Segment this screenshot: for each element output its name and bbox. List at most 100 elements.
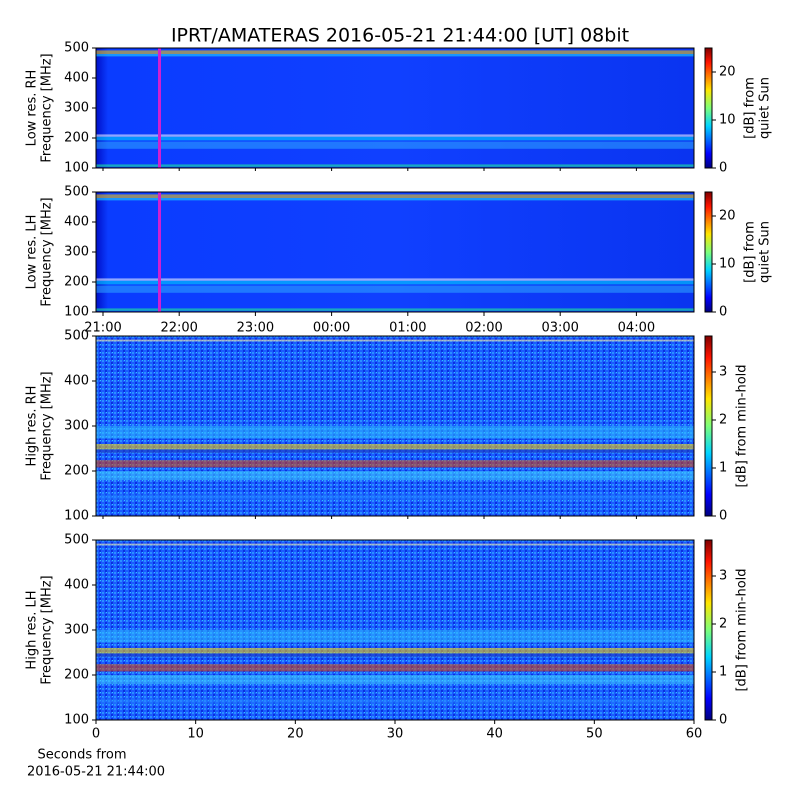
band — [96, 50, 694, 54]
band — [96, 134, 694, 137]
y-tick-label: 100 — [64, 713, 89, 728]
y-tick-label: 500 — [64, 329, 89, 344]
x-tick-label: 40 — [486, 727, 503, 742]
colorbar-label: [dB] from min-hold — [735, 568, 750, 691]
band — [96, 653, 694, 657]
band — [96, 194, 694, 198]
colorbar — [704, 47, 713, 169]
x-tick-label: 50 — [586, 727, 603, 742]
band — [96, 675, 694, 684]
colorbar-label: [dB] from min-hold — [735, 364, 750, 487]
x-tick-label: 60 — [686, 727, 703, 742]
band — [96, 308, 694, 311]
y-axis-label: Frequency [MHz] — [40, 371, 55, 480]
colorbar-tick-label: 3 — [719, 569, 727, 584]
y-tick-label: 300 — [64, 419, 89, 434]
x-tick-label: 23:00 — [237, 321, 274, 336]
y-axis-label: Low res. RH — [25, 70, 40, 147]
colorbar-tick-label: 10 — [719, 113, 736, 128]
x-axis-label: Seconds from — [37, 748, 126, 763]
colorbar-label: quiet Sun — [758, 77, 773, 139]
y-tick-label: 300 — [64, 101, 89, 116]
y-tick-label: 200 — [64, 464, 89, 479]
colorbar-tick-label: 10 — [719, 257, 736, 272]
colorbar — [704, 335, 713, 517]
y-axis-label: Frequency [MHz] — [40, 53, 55, 162]
colorbar-tick-label: 1 — [719, 461, 727, 476]
y-tick-label: 500 — [64, 533, 89, 548]
y-tick-label: 100 — [64, 509, 89, 524]
y-tick-label: 400 — [64, 578, 89, 593]
y-axis-label: Frequency [MHz] — [40, 197, 55, 306]
x-tick-label: 22:00 — [160, 321, 197, 336]
y-tick-label: 400 — [64, 71, 89, 86]
colorbar-tick-label: 0 — [719, 305, 727, 320]
band — [96, 444, 694, 450]
spectrogram-image — [96, 48, 694, 168]
colorbar — [704, 191, 713, 313]
y-axis-label: Low res. LH — [25, 215, 40, 290]
x-axis-label: 2016-05-21 21:44:00 — [27, 765, 165, 780]
band — [96, 54, 694, 57]
y-axis-label: High res. RH — [25, 386, 40, 467]
band — [96, 426, 694, 439]
band — [96, 164, 694, 167]
band — [96, 471, 694, 480]
colorbar-tick-label: 0 — [719, 161, 727, 176]
colorbar-tick-label: 1 — [719, 665, 727, 680]
y-tick-label: 400 — [64, 215, 89, 230]
x-tick-label: 03:00 — [541, 321, 578, 336]
x-tick-label: 30 — [387, 727, 404, 742]
x-tick-label: 20 — [287, 727, 304, 742]
y-tick-label: 200 — [64, 668, 89, 683]
y-axis-label: High res. LH — [25, 590, 40, 669]
x-tick-label: 0 — [92, 727, 100, 742]
y-tick-label: 100 — [64, 305, 89, 320]
band — [96, 339, 694, 342]
band — [96, 630, 694, 643]
y-axis-label: Frequency [MHz] — [40, 575, 55, 684]
colorbar-label: [dB] from — [743, 221, 758, 283]
colorbar-tick-label: 0 — [719, 713, 727, 728]
y-tick-label: 400 — [64, 374, 89, 389]
band — [96, 648, 694, 654]
y-tick-label: 300 — [64, 623, 89, 638]
y-tick-label: 500 — [64, 41, 89, 56]
band — [96, 198, 694, 201]
y-tick-label: 100 — [64, 161, 89, 176]
y-tick-label: 200 — [64, 131, 89, 146]
colorbar-tick-label: 20 — [719, 65, 736, 80]
colorbar-tick-label: 20 — [719, 209, 736, 224]
y-tick-label: 300 — [64, 245, 89, 260]
band — [96, 141, 694, 149]
colorbar-label: quiet Sun — [758, 221, 773, 283]
band — [96, 280, 694, 285]
colorbar-tick-label: 2 — [719, 617, 727, 632]
x-tick-label: 02:00 — [465, 321, 502, 336]
x-tick-label: 04:00 — [618, 321, 655, 336]
spectrogram-image — [96, 192, 694, 312]
band — [96, 543, 694, 546]
y-tick-label: 500 — [64, 185, 89, 200]
colorbar-tick-label: 2 — [719, 413, 727, 428]
x-tick-label: 01:00 — [389, 321, 426, 336]
colorbar-tick-label: 3 — [719, 365, 727, 380]
colorbar-label: [dB] from — [743, 77, 758, 139]
marker-line — [158, 192, 161, 312]
y-tick-label: 200 — [64, 275, 89, 290]
marker-line — [158, 48, 161, 168]
band — [96, 136, 694, 141]
band — [96, 449, 694, 453]
band — [96, 664, 694, 672]
band — [96, 460, 694, 468]
band — [96, 494, 694, 500]
title: IPRT/AMATERAS 2016-05-21 21:44:00 [UT] 0… — [171, 25, 629, 47]
x-tick-label: 10 — [187, 727, 204, 742]
band — [96, 698, 694, 704]
band — [96, 285, 694, 293]
band — [96, 278, 694, 281]
colorbar-tick-label: 0 — [719, 509, 727, 524]
x-tick-label: 21:00 — [84, 321, 121, 336]
colorbar — [704, 539, 713, 721]
